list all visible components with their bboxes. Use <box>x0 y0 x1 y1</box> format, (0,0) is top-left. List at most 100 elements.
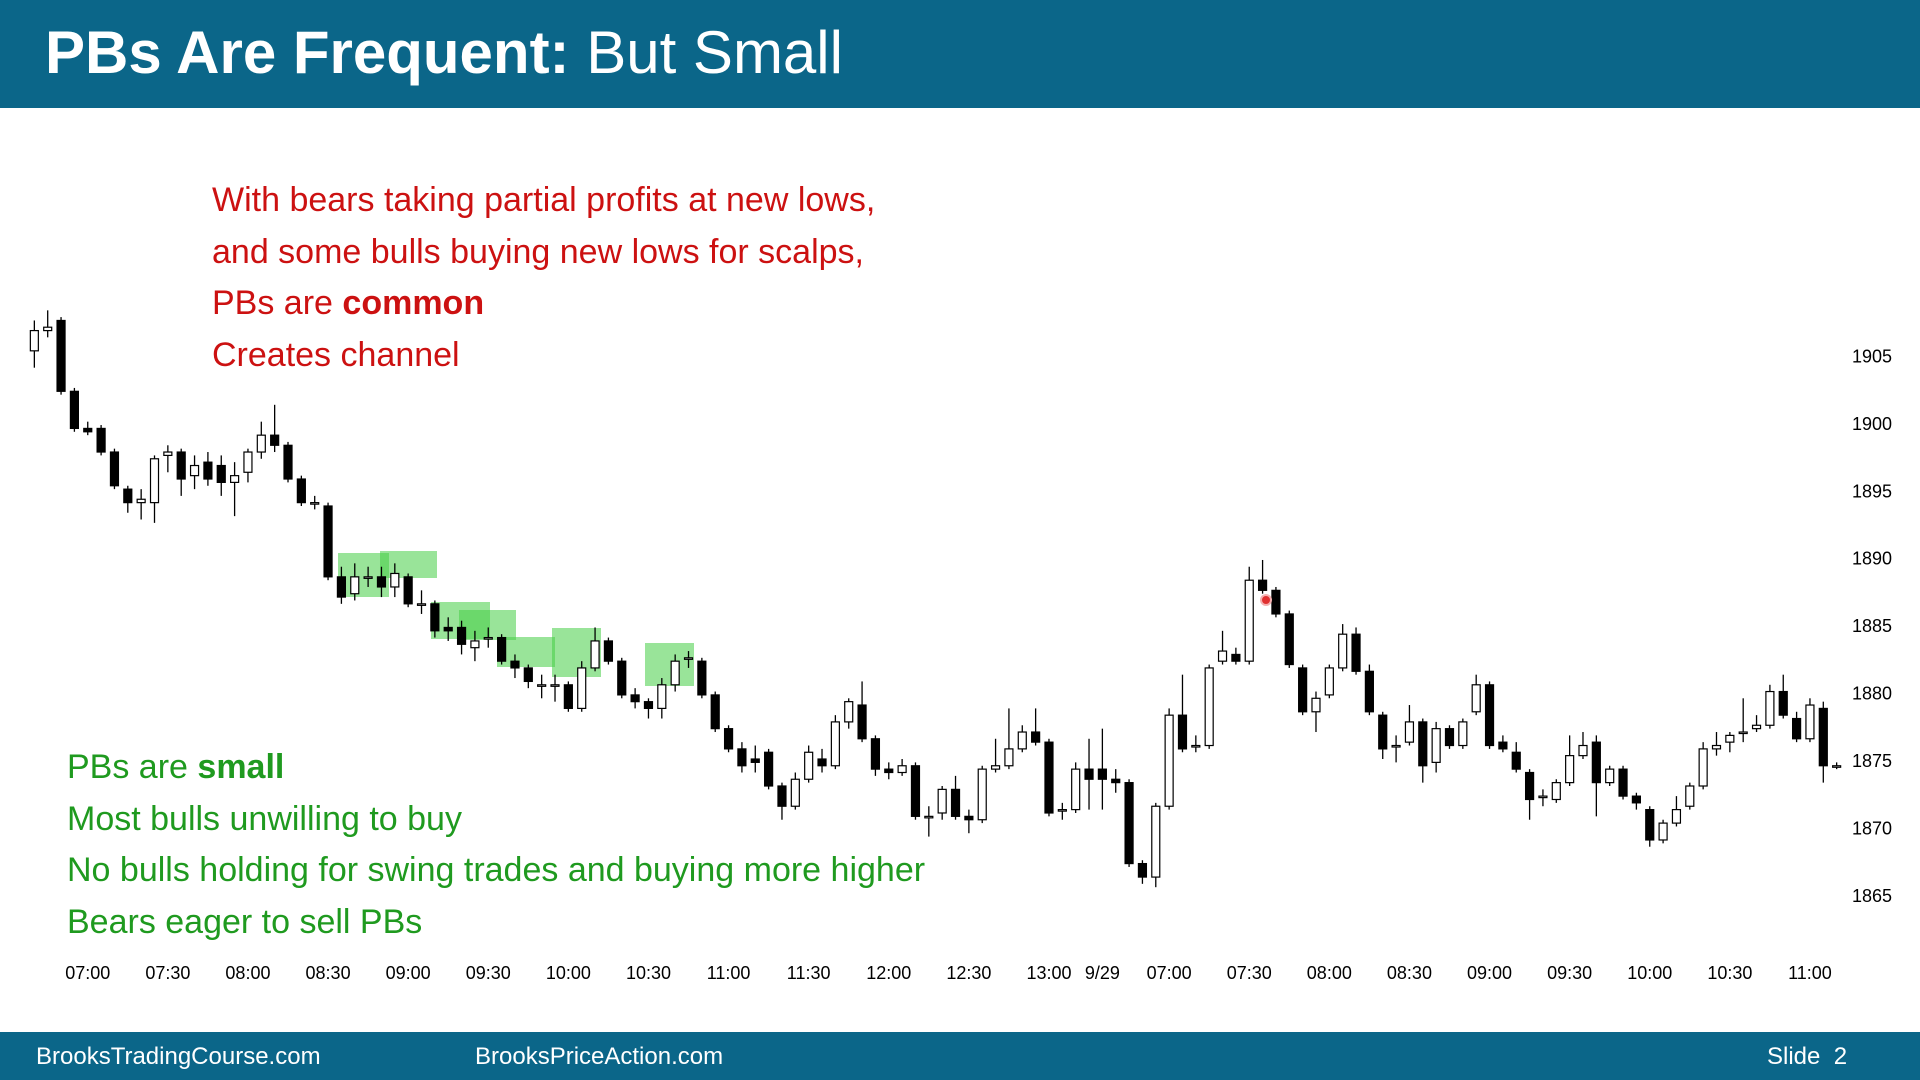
candle-body <box>1338 633 1348 669</box>
candle-body <box>1791 717 1802 740</box>
candle-body <box>1444 728 1455 747</box>
candle-body <box>1818 707 1828 767</box>
candle-body <box>1751 724 1762 730</box>
candle-body <box>1484 684 1495 747</box>
candle-body <box>1418 721 1428 767</box>
x-tick-label: 09:00 <box>386 963 431 983</box>
candle-body <box>697 660 707 696</box>
footer: BrooksTradingCourse.com BrooksPriceActio… <box>0 1032 1920 1080</box>
note-line: Bears eager to sell PBs <box>67 902 423 941</box>
candle-body <box>1084 768 1094 780</box>
candle-body <box>764 751 774 787</box>
candle-body <box>1471 684 1481 713</box>
candle-body <box>790 778 800 807</box>
candle-body <box>510 660 520 669</box>
candle-body <box>1685 785 1695 807</box>
note-line: No bulls holding for swing trades and bu… <box>67 851 926 889</box>
candle-body <box>1404 721 1415 743</box>
candle-body <box>1671 809 1682 824</box>
y-tick-label: 1890 <box>1852 549 1892 569</box>
candle-body <box>1511 751 1521 770</box>
candle-body <box>323 505 333 578</box>
candle-body <box>1391 744 1401 748</box>
candle-body <box>1151 805 1161 878</box>
candle-body <box>243 451 253 473</box>
note-text: PBs are <box>212 284 333 322</box>
candle-body <box>350 576 360 595</box>
candle-body <box>1137 862 1148 878</box>
candle-body <box>523 667 533 683</box>
candle-body <box>1538 795 1548 799</box>
note-line: Most bulls unwilling to buy <box>67 799 462 838</box>
candle-body <box>43 326 53 332</box>
candle-body <box>149 458 160 504</box>
candle-body <box>136 498 146 504</box>
candle-body <box>683 657 694 660</box>
candle-body <box>1498 741 1508 750</box>
candle-body <box>1431 728 1441 763</box>
candle-body <box>1565 755 1575 784</box>
candle-body <box>1017 731 1027 750</box>
candle-body <box>1698 748 1708 787</box>
y-tick-label: 1905 <box>1852 346 1892 366</box>
y-tick-label: 1870 <box>1852 819 1892 839</box>
footer-left: BrooksTradingCourse.com <box>36 1043 321 1070</box>
candle-body <box>630 694 640 703</box>
note-line: and some bulls buying new lows for scalp… <box>212 232 864 271</box>
x-tick-label: 12:30 <box>946 963 991 983</box>
candle-body <box>1351 633 1361 672</box>
candle-body <box>857 704 867 740</box>
candle-body <box>256 434 266 453</box>
candle-body <box>1618 768 1628 797</box>
candle-body <box>1071 768 1081 811</box>
candle-body <box>69 390 80 430</box>
candle-body <box>830 721 840 767</box>
candle-body <box>550 684 560 687</box>
candle-body <box>1164 714 1174 807</box>
candle-body <box>884 768 894 774</box>
y-tick-label: 1865 <box>1852 886 1892 906</box>
candle-body <box>910 765 921 817</box>
candle-body <box>203 461 213 480</box>
candle-body <box>1578 744 1588 757</box>
candle-body <box>950 788 961 817</box>
green-note: PBs are small Most bulls unwilling to bu… <box>67 742 925 948</box>
x-tick-label: 07:30 <box>145 963 190 983</box>
candle-body <box>1658 822 1668 841</box>
candle-body <box>1311 697 1321 713</box>
title: PBs Are Frequent: But Small <box>45 18 843 87</box>
candle-body <box>1004 748 1014 767</box>
note-line: Creates channel <box>212 335 460 374</box>
candle-body <box>777 785 787 807</box>
candle-body <box>1551 782 1561 801</box>
candle-body <box>817 758 827 767</box>
x-tick-label: 11:30 <box>787 963 831 983</box>
x-tick-label: 08:00 <box>225 963 270 983</box>
footer-middle: BrooksPriceAction.com <box>475 1043 724 1070</box>
candle-body <box>230 475 240 483</box>
candle-body <box>363 576 373 579</box>
note-line: PBs are small <box>67 742 925 794</box>
candle-body <box>617 660 627 696</box>
y-tick-label: 1900 <box>1852 414 1892 434</box>
candle-body <box>83 427 93 433</box>
candle-body <box>1057 809 1067 812</box>
candle-body <box>537 684 547 687</box>
y-tick-label: 1885 <box>1852 616 1892 636</box>
candle-body <box>1778 690 1788 716</box>
x-tick-label: 08:30 <box>306 963 351 983</box>
candle-body <box>1244 579 1254 662</box>
candle-body <box>443 626 453 632</box>
candle-body <box>497 636 507 662</box>
x-tick-label: 07:00 <box>65 963 110 983</box>
candle-body <box>1805 704 1815 740</box>
candle-body <box>1631 795 1641 804</box>
candle-body <box>1458 721 1468 747</box>
candle-body <box>336 576 347 598</box>
candle-body <box>897 765 907 774</box>
candle-body <box>1378 714 1388 750</box>
x-tick-label: 10:30 <box>626 963 671 983</box>
candle-body <box>577 667 587 710</box>
candle-body <box>1324 667 1334 696</box>
